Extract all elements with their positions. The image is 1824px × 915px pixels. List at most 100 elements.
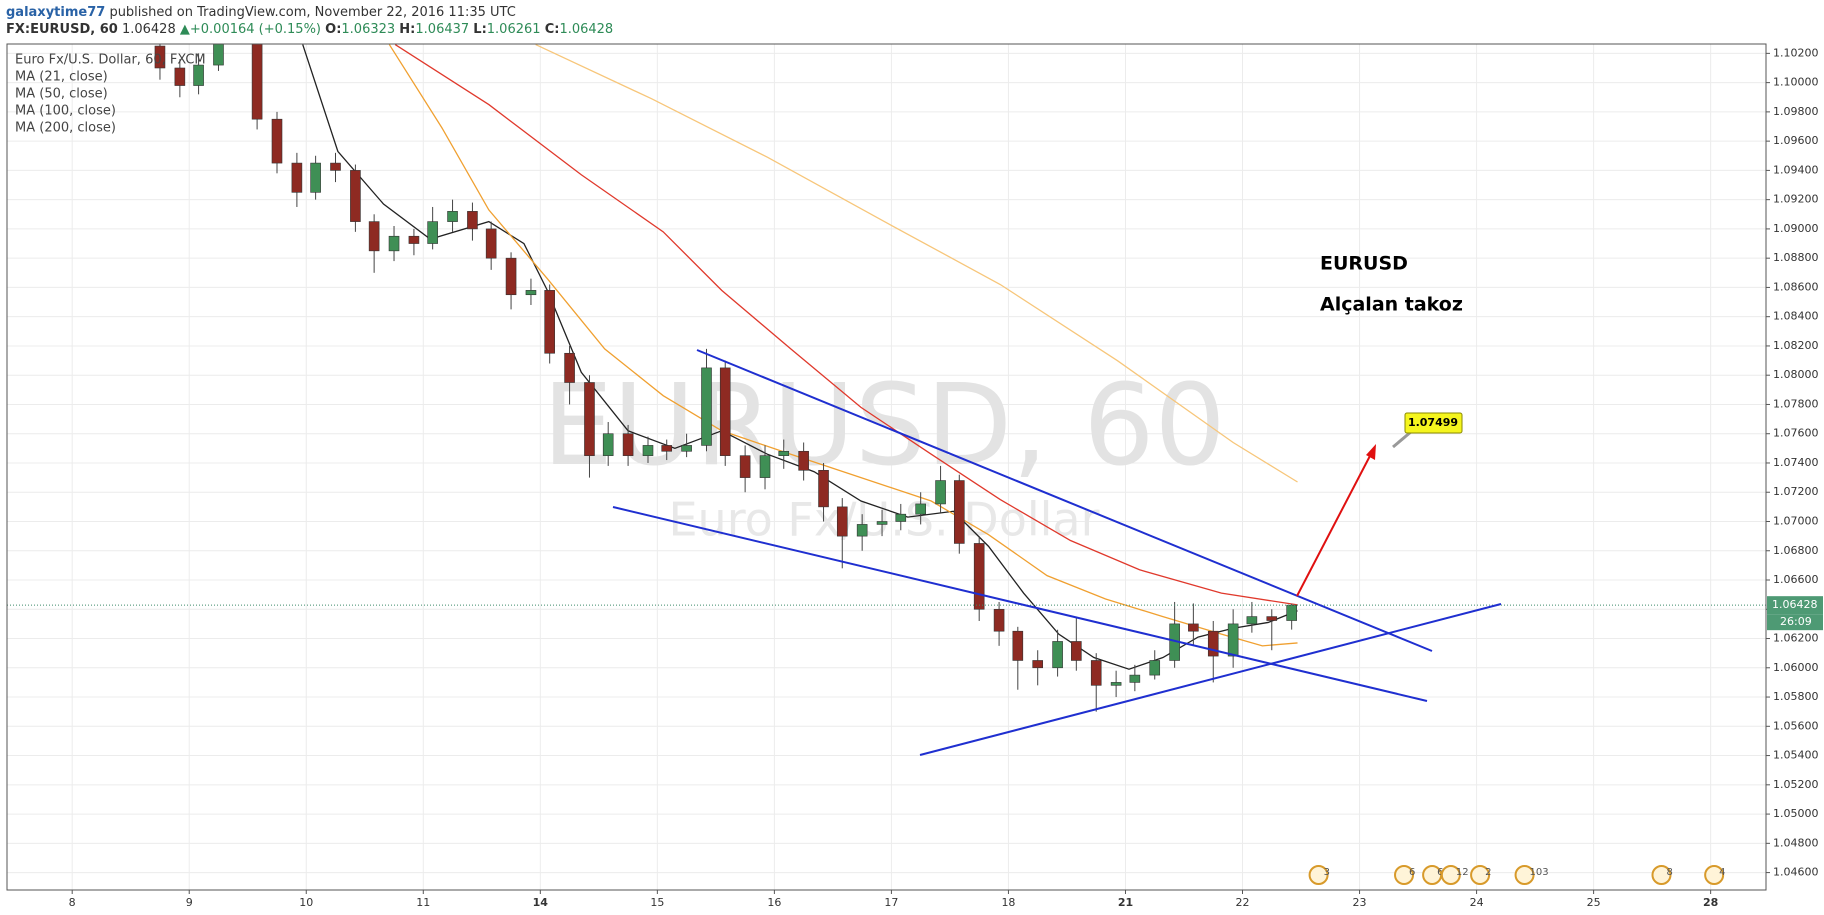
legend-title: Euro Fx/U.S. Dollar, 60, FXCM	[15, 53, 206, 68]
y-tick-label: 1.09000	[1773, 222, 1819, 235]
ma-line	[394, 44, 1298, 606]
x-tick-label: 9	[186, 896, 193, 909]
legend-entry: MA (100, close)	[15, 104, 116, 119]
callout-pointer	[1392, 429, 1413, 449]
annotation-title: EURUSD	[1320, 253, 1408, 275]
candle-body	[642, 445, 654, 456]
candle-body	[427, 221, 438, 244]
candle-body	[661, 445, 673, 452]
candle-body	[544, 290, 555, 354]
y-tick-label: 1.04800	[1773, 836, 1819, 849]
candle-body	[251, 44, 263, 120]
candle-body	[1110, 682, 1122, 686]
event-count: 8	[1666, 867, 1672, 878]
legend: Euro Fx/U.S. Dollar, 60, FXCM MA (21, cl…	[15, 53, 206, 136]
event-count: 103	[1530, 867, 1549, 878]
y-tick-label: 1.08200	[1773, 339, 1819, 352]
ohlc-label: O:	[325, 22, 341, 37]
candle-body	[681, 445, 692, 452]
candle-body	[798, 450, 809, 471]
callout-box[interactable]	[1404, 412, 1463, 434]
legend-entry: MA (21, close)	[15, 70, 108, 85]
ma-line	[388, 44, 1298, 647]
y-tick-label: 1.04600	[1773, 866, 1819, 879]
y-tick-label: 1.06200	[1773, 632, 1819, 645]
event-marker	[1440, 865, 1461, 885]
event-marker	[1704, 865, 1725, 885]
candle-body	[1227, 623, 1239, 657]
ohlc-value: 1.06437	[415, 22, 469, 37]
plot-area	[7, 44, 1766, 712]
y-tick-label: 1.09800	[1773, 105, 1819, 118]
x-tick-label: 18	[1001, 896, 1015, 909]
plot-frame	[6, 43, 1767, 891]
candle-body	[915, 503, 926, 515]
x-tick-label: 28	[1703, 896, 1718, 909]
author[interactable]: galaxytime77	[6, 5, 105, 20]
y-tick-label: 1.05000	[1773, 807, 1819, 820]
ohlc-value: 1.06428	[559, 22, 613, 37]
candle-body	[1090, 660, 1102, 686]
candle-body	[368, 221, 380, 252]
candle-body	[1129, 674, 1141, 683]
candle-body	[1149, 660, 1161, 676]
event-count: 6	[1437, 867, 1443, 878]
candle-body	[564, 352, 575, 383]
annotation-text: Alçalan takoz	[1320, 294, 1463, 316]
x-tick-label: 23	[1353, 896, 1367, 909]
symbol-line: FX:EURUSD, 60 1.06428 ▲+0.00164 (+0.15%)…	[6, 22, 613, 37]
candle-body	[739, 455, 751, 478]
x-tick-label: 21	[1118, 896, 1133, 909]
trend-line[interactable]	[696, 349, 1433, 652]
trend-line[interactable]	[612, 506, 1428, 702]
y-tick-label: 1.07800	[1773, 397, 1819, 410]
axes: 1.04600 1.04800 1.05000 1.05200 1.05400 1.056…	[69, 46, 1823, 909]
candle-body	[836, 506, 848, 537]
callout-label: 1.07499	[1408, 416, 1458, 429]
candle-body	[174, 67, 186, 86]
candle-body	[856, 524, 868, 537]
x-tick-label: 15	[650, 896, 664, 909]
candle-body	[213, 44, 224, 66]
trend-line[interactable]	[919, 603, 1502, 756]
candle-body	[993, 608, 1005, 632]
candle-body	[701, 367, 712, 446]
published: published on TradingView.com, November 2…	[109, 5, 515, 20]
candle-body	[291, 162, 303, 193]
ohlc-label: L:	[473, 22, 486, 37]
arrow-line[interactable]	[1296, 451, 1373, 597]
x-tick-label: 24	[1470, 896, 1484, 909]
candle-body	[876, 521, 888, 525]
candle-body	[485, 228, 497, 259]
event-count: 3	[1324, 867, 1330, 878]
candle-body	[953, 480, 965, 544]
x-tick-label: 10	[299, 896, 313, 909]
y-tick-label: 1.06000	[1773, 661, 1819, 674]
candle-body	[1052, 641, 1063, 669]
x-tick-label: 25	[1587, 896, 1601, 909]
y-tick-label: 1.07000	[1773, 514, 1819, 527]
change: ▲+0.00164 (+0.15%)	[180, 22, 321, 37]
candle-body	[719, 367, 731, 456]
candle-body	[467, 211, 478, 230]
y-tick-label: 1.09400	[1773, 163, 1819, 176]
event-count: 6	[1409, 867, 1415, 878]
candle-body	[350, 170, 361, 222]
candle-body	[330, 162, 341, 171]
candle-body	[818, 469, 829, 508]
ma-line	[302, 44, 1298, 670]
y-tick-label: 1.08400	[1773, 310, 1819, 323]
candle-body	[408, 235, 420, 244]
x-tick-label: 8	[69, 896, 76, 909]
candle-body	[310, 162, 321, 193]
candle-body	[193, 64, 204, 86]
y-tick-label: 1.09600	[1773, 134, 1819, 147]
event-marker	[1394, 865, 1415, 885]
x-tick-label: 11	[416, 896, 430, 909]
ohlc-label: H:	[399, 22, 415, 37]
candle-body	[778, 450, 790, 456]
event-count: 4	[1719, 867, 1725, 878]
x-tick-label: 14	[533, 896, 549, 909]
